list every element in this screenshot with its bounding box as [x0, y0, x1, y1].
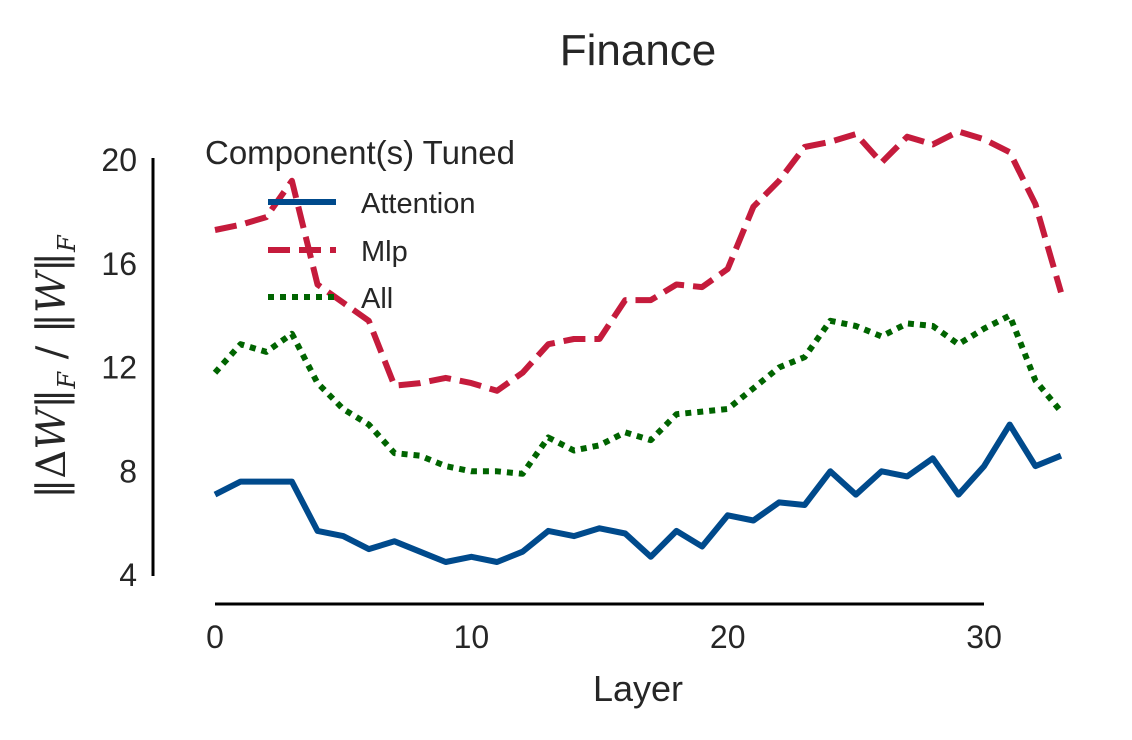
series-line-attention — [213, 421, 1063, 565]
y-axis-label: ‖ΔW‖F / ‖W‖F — [29, 234, 81, 499]
x-tick-label-20: 20 — [710, 619, 746, 655]
x-axis-ticks: 0 10 20 30 — [206, 619, 1002, 655]
x-axis-label: Layer — [593, 668, 683, 709]
legend-item-mlp: Mlp — [268, 236, 408, 268]
y-tick-label-20: 20 — [101, 142, 137, 178]
y-tick-label-12: 12 — [101, 350, 137, 386]
legend-label-mlp: Mlp — [361, 236, 408, 268]
legend-item-attention: Attention — [268, 188, 475, 220]
y-tick-label-16: 16 — [101, 246, 137, 282]
y-axis-ticks: 4 8 12 16 20 — [101, 142, 137, 593]
legend-label-attention: Attention — [361, 188, 475, 220]
plot-area — [212, 128, 1064, 565]
legend-label-all: All — [361, 283, 393, 315]
series-line-mlp — [214, 128, 1064, 394]
chart-title: Finance — [560, 26, 717, 75]
legend-item-all: All — [268, 283, 393, 315]
x-tick-label-30: 30 — [966, 619, 1002, 655]
y-tick-label-8: 8 — [119, 453, 137, 489]
x-tick-label-0: 0 — [206, 619, 224, 655]
y-tick-label-4: 4 — [119, 557, 137, 593]
x-tick-label-10: 10 — [454, 619, 490, 655]
legend: Component(s) Tuned Attention Mlp All — [205, 134, 515, 315]
legend-title: Component(s) Tuned — [205, 134, 515, 171]
series-line-all — [212, 312, 1064, 477]
